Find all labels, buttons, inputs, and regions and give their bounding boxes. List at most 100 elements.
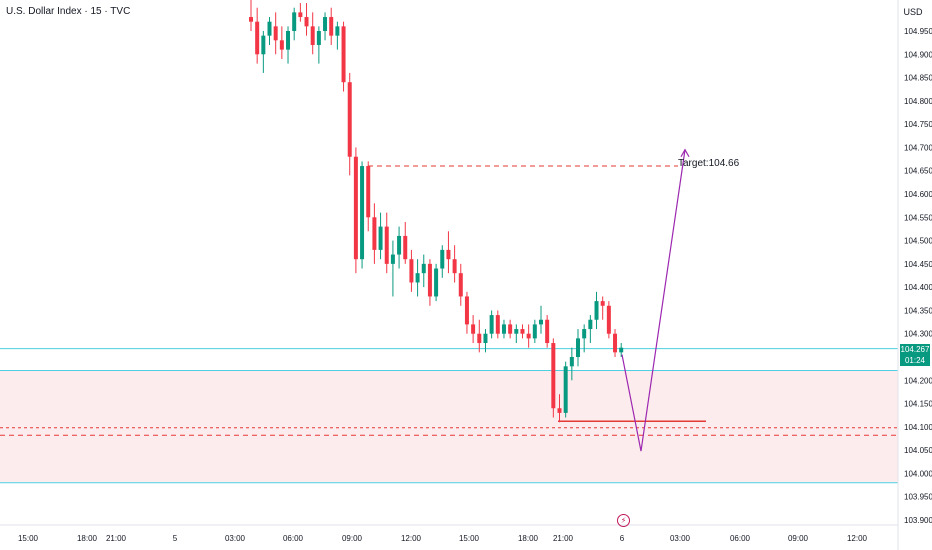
candle-body [286,31,291,50]
candle-body [458,273,463,297]
price-axis[interactable]: 104.950 104.900 104.850 104.800 104.750 104.7… [904,27,932,525]
candle [576,329,581,367]
candle-body [551,343,556,409]
candle-body [532,324,537,339]
price-tick-label: 104.500 [904,237,932,246]
candle [390,240,395,297]
candle [464,291,469,334]
candle-body [538,319,543,325]
candle [508,319,513,339]
current-price-value: 104.267 [900,345,930,354]
candle-body [366,166,371,218]
candle-body [415,273,420,283]
candle-body [600,301,605,306]
price-tick-label: 104.450 [904,260,932,269]
candle [298,3,303,22]
time-tick-label: 21:00 [553,534,574,543]
candle [582,324,587,353]
candle [341,21,346,92]
price-tick-label: 104.000 [904,469,932,478]
lightning-icon[interactable]: ⚡ [617,514,630,527]
horizontal-levels-layer [0,165,898,484]
target-label: Target:104.66 [678,158,740,169]
candle [273,12,278,55]
candle [514,324,519,344]
candle-body [384,226,389,264]
price-tick-label: 104.350 [904,306,932,315]
candle [520,324,525,339]
candle [458,263,463,306]
candle [545,315,550,348]
candle [286,26,291,64]
price-tick-label: 104.850 [904,74,932,83]
currency-label[interactable]: USD [903,7,923,17]
candle-body [409,259,414,283]
time-tick-label: 03:00 [670,534,691,543]
time-tick-label: 18:00 [518,534,539,543]
projection-layer [621,148,690,452]
projection-path [621,149,686,452]
price-tick-label: 104.900 [904,50,932,59]
candle-body [446,249,451,260]
candle-body [606,305,611,334]
candle [372,203,377,264]
candle-body [440,249,445,269]
candle-body [619,347,624,353]
candle [329,7,334,45]
candle-body [347,82,352,157]
candle [255,7,260,64]
time-axis[interactable]: 15:00 18:00 21:00 5 03:00 06:00 09:00 12:00 15:0… [18,534,868,543]
support-zone-layer [0,370,898,483]
time-tick-label: 09:00 [788,534,809,543]
candle [619,343,624,357]
candle-body [255,21,260,55]
candle [501,319,506,339]
candle-body [483,333,488,344]
candle-body [403,235,408,260]
price-tick-label: 104.950 [904,27,932,36]
candle [434,263,439,302]
price-tick-label: 104.100 [904,423,932,432]
time-tick-label: 6 [620,534,625,543]
time-tick-label: 18:00 [77,534,98,543]
candle-body [452,259,457,274]
time-tick-label: 5 [173,534,178,543]
candle [335,21,340,50]
time-tick-label: 06:00 [730,534,751,543]
candle-body [390,254,395,264]
price-tick-label: 104.200 [904,376,932,385]
candle-body [421,263,426,274]
candle [477,319,482,353]
candle [353,147,358,274]
candle-body [329,17,334,36]
candle-body [520,329,525,334]
candle [384,212,389,274]
candle [292,7,297,41]
candle [613,329,618,357]
candle-body [261,35,266,55]
candle-body [434,268,439,297]
candle [483,329,488,353]
candle [594,291,599,330]
candle-body [569,357,574,367]
candle [397,226,402,269]
price-tick-label: 104.750 [904,120,932,129]
candle-body [582,329,587,339]
candle [366,161,371,232]
candle [316,26,321,64]
candle [421,254,426,288]
candle-body [495,315,500,334]
price-tick-label: 103.900 [904,516,932,525]
candle [606,301,611,339]
candle-body [557,408,562,413]
symbol-title[interactable]: U.S. Dollar Index · 15 · TVC [6,6,131,17]
time-tick-label: 12:00 [847,534,868,543]
candle-body [273,26,278,41]
candle-body [353,156,358,260]
candle-body [279,40,284,50]
candle-body [372,217,377,250]
candle-body [310,26,315,45]
current-price-badge: 104.267 01:24 [900,344,930,366]
candle-body [594,301,599,320]
